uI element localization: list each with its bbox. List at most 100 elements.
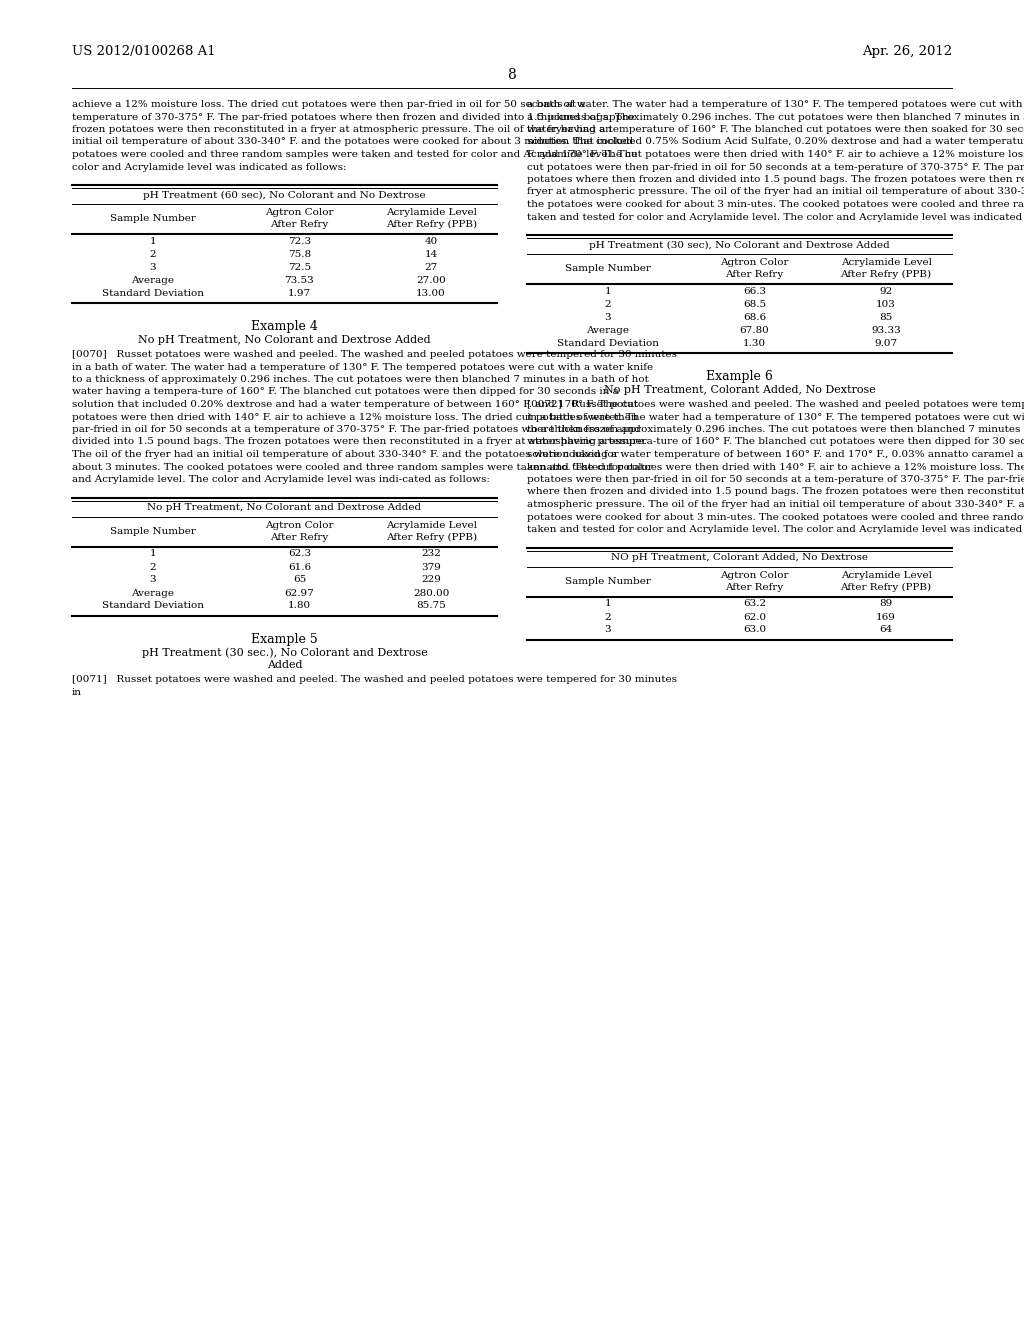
Text: No pH Treatment, Colorant Added, No Dextrose: No pH Treatment, Colorant Added, No Dext… [603,385,876,395]
Text: achieve a 12% moisture loss. The dried cut potatoes were then par-fried in oil f: achieve a 12% moisture loss. The dried c… [72,100,586,110]
Text: 68.6: 68.6 [742,313,766,322]
Text: 1: 1 [604,599,611,609]
Text: Added: Added [266,660,302,671]
Text: water having a tempera-ture of 160° F. The blanched cut potatoes were then dippe: water having a tempera-ture of 160° F. T… [527,437,1024,446]
Text: 229: 229 [421,576,441,585]
Text: 1.80: 1.80 [288,602,311,610]
Text: [0071]   Russet potatoes were washed and peeled. The washed and peeled potatoes : [0071] Russet potatoes were washed and p… [72,676,677,685]
Text: 27: 27 [425,263,437,272]
Text: 9.07: 9.07 [874,339,898,348]
Text: atmospheric pressure. The oil of the fryer had an initial oil temperature of abo: atmospheric pressure. The oil of the fry… [527,500,1024,510]
Text: initial oil temperature of about 330-340° F. and the potatoes were cooked for ab: initial oil temperature of about 330-340… [72,137,633,147]
Text: 89: 89 [880,599,893,609]
Text: Acrylamide Level: Acrylamide Level [386,209,476,216]
Text: Example 6: Example 6 [707,370,773,383]
Text: 62.0: 62.0 [742,612,766,622]
Text: Average: Average [587,326,630,335]
Text: After Refry (PPB): After Refry (PPB) [386,532,477,541]
Text: color and Acrylamide level was indicated as follows:: color and Acrylamide level was indicated… [72,162,346,172]
Text: 1.30: 1.30 [742,339,766,348]
Text: to a thickness of approximately 0.296 inches. The cut potatoes were then blanche: to a thickness of approximately 0.296 in… [72,375,649,384]
Text: 64: 64 [880,626,893,635]
Text: 2: 2 [150,562,156,572]
Text: pH Treatment (30 sec), No Colorant and Dextrose Added: pH Treatment (30 sec), No Colorant and D… [589,242,890,249]
Text: 2: 2 [150,249,156,259]
Text: 75.8: 75.8 [288,249,311,259]
Text: temperature of 370-375° F. The par-fried potatoes where then frozen and divided : temperature of 370-375° F. The par-fried… [72,112,635,121]
Text: Standard Deviation: Standard Deviation [101,602,204,610]
Text: No pH Treatment, No Colorant and Dextrose Added: No pH Treatment, No Colorant and Dextros… [138,335,431,345]
Text: 68.5: 68.5 [742,300,766,309]
Text: 40: 40 [425,238,437,246]
Text: 169: 169 [877,612,896,622]
Text: 232: 232 [421,549,441,558]
Text: divided into 1.5 pound bags. The frozen potatoes were then reconstituted in a fr: divided into 1.5 pound bags. The frozen … [72,437,647,446]
Text: 93.33: 93.33 [871,326,901,335]
Text: 8: 8 [508,69,516,82]
Text: 1: 1 [604,286,611,296]
Text: 280.00: 280.00 [413,589,450,598]
Text: Agtron Color: Agtron Color [720,570,788,579]
Text: frozen potatoes were then reconstituted in a fryer at atmospheric pressure. The : frozen potatoes were then reconstituted … [72,125,612,135]
Text: 379: 379 [421,562,441,572]
Text: US 2012/0100268 A1: US 2012/0100268 A1 [72,45,216,58]
Text: Standard Deviation: Standard Deviation [101,289,204,298]
Text: 72.3: 72.3 [288,238,311,246]
Text: Acrylamide Level: Acrylamide Level [841,257,932,267]
Text: 1: 1 [150,549,156,558]
Text: 27.00: 27.00 [416,276,446,285]
Text: about 3 minutes. The cooked potatoes were cooled and three random samples were t: about 3 minutes. The cooked potatoes wer… [72,462,653,471]
Text: 13.00: 13.00 [416,289,446,298]
Text: 63.2: 63.2 [742,599,766,609]
Text: 62.97: 62.97 [285,589,314,598]
Text: Average: Average [131,276,174,285]
Text: Sample Number: Sample Number [565,577,650,586]
Text: 2: 2 [604,612,611,622]
Text: 1: 1 [150,238,156,246]
Text: 92: 92 [880,286,893,296]
Text: Sample Number: Sample Number [565,264,650,273]
Text: No pH Treatment, No Colorant and Dextrose Added: No pH Treatment, No Colorant and Dextros… [147,503,422,512]
Text: Sample Number: Sample Number [110,527,196,536]
Text: Example 5: Example 5 [251,632,317,645]
Text: Apr. 26, 2012: Apr. 26, 2012 [862,45,952,58]
Text: potatoes were cooled and three random samples were taken and tested for color an: potatoes were cooled and three random sa… [72,150,637,158]
Text: annatto. The cut potatoes were then dried with 140° F. air to achieve a 12% mois: annatto. The cut potatoes were then drie… [527,462,1024,471]
Text: in a bath of water. The water had a temperature of 130° F. The tempered potatoes: in a bath of water. The water had a temp… [527,412,1024,421]
Text: After Refry: After Refry [725,271,783,279]
Text: Agtron Color: Agtron Color [265,520,334,529]
Text: After Refry (PPB): After Refry (PPB) [841,582,932,591]
Text: After Refry: After Refry [270,220,329,228]
Text: potatoes were then dried with 140° F. air to achieve a 12% moisture loss. The dr: potatoes were then dried with 140° F. ai… [72,412,638,421]
Text: water having a temperature of 160° F. The blanched cut potatoes were then soaked: water having a temperature of 160° F. Th… [527,125,1024,135]
Text: 85.75: 85.75 [416,602,446,610]
Text: 2: 2 [604,300,611,309]
Text: After Refry: After Refry [725,582,783,591]
Text: 3: 3 [604,313,611,322]
Text: potatoes were then par-fried in oil for 50 seconds at a tem-perature of 370-375°: potatoes were then par-fried in oil for … [527,475,1024,484]
Text: and Acrylamide level. The color and Acrylamide level was indi-cated as follows:: and Acrylamide level. The color and Acry… [72,475,489,484]
Text: The oil of the fryer had an initial oil temperature of about 330-340° F. and the: The oil of the fryer had an initial oil … [72,450,618,459]
Text: Example 4: Example 4 [251,319,317,333]
Text: to a thickness of approximately 0.296 inches. The cut potatoes were then blanche: to a thickness of approximately 0.296 in… [527,425,1024,434]
Text: After Refry (PPB): After Refry (PPB) [386,220,477,230]
Text: After Refry: After Refry [270,532,329,541]
Text: par-fried in oil for 50 seconds at a temperature of 370-375° F. The par-fried po: par-fried in oil for 50 seconds at a tem… [72,425,641,434]
Text: cut potatoes were then par-fried in oil for 50 seconds at a tem-perature of 370-: cut potatoes were then par-fried in oil … [527,162,1024,172]
Text: potatoes were cooked for about 3 min-utes. The cooked potatoes were cooled and t: potatoes were cooked for about 3 min-ute… [527,512,1024,521]
Text: fryer at atmospheric pressure. The oil of the fryer had an initial oil temperatu: fryer at atmospheric pressure. The oil o… [527,187,1024,197]
Text: 73.53: 73.53 [285,276,314,285]
Text: 63.0: 63.0 [742,626,766,635]
Text: Sample Number: Sample Number [110,214,196,223]
Text: in a bath of water. The water had a temperature of 130° F. The tempered potatoes: in a bath of water. The water had a temp… [72,363,653,371]
Text: taken and tested for color and Acrylamide level. The color and Acrylamide level : taken and tested for color and Acrylamid… [527,525,1024,535]
Text: 3: 3 [150,263,156,272]
Text: Average: Average [131,589,174,598]
Text: 61.6: 61.6 [288,562,311,572]
Text: Acrylamide Level: Acrylamide Level [386,520,476,529]
Text: 1.97: 1.97 [288,289,311,298]
Text: Agtron Color: Agtron Color [720,257,788,267]
Text: [0072]   Russet potatoes were washed and peeled. The washed and peeled potatoes : [0072] Russet potatoes were washed and p… [527,400,1024,409]
Text: solution having a water temperature of between 160° F. and 170° F., 0.03% annatt: solution having a water temperature of b… [527,450,1024,459]
Text: 103: 103 [877,300,896,309]
